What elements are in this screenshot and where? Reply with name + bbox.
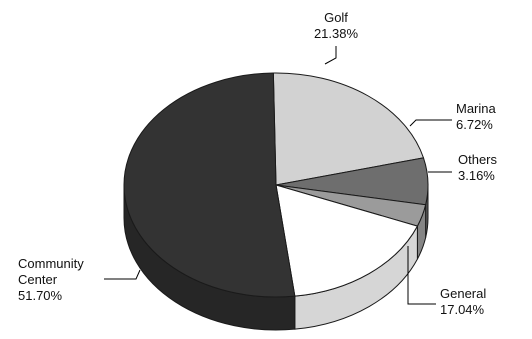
leader-line-marina — [409, 119, 452, 127]
leader-line-golf — [324, 46, 337, 65]
pie-slice-community-center — [123, 72, 296, 298]
pie-slice-general — [275, 184, 419, 297]
leader-line-general — [407, 246, 436, 305]
slice-label-marina: Marina 6.72% — [456, 101, 497, 132]
slice-label-others: Others 3.16% — [458, 152, 498, 183]
slice-name-marina: Marina — [456, 101, 497, 116]
slice-name-community-center: Community — [18, 256, 84, 271]
pie-leader-lines — [104, 46, 452, 305]
slice-percent-general: 17.04% — [440, 302, 485, 317]
pie-labels: Golf 21.38% Marina 6.72% Others 3.16% General 1… — [18, 10, 498, 317]
slice-name-community-center: Center — [18, 272, 58, 287]
slice-label-golf: Golf 21.38% — [314, 10, 359, 41]
slice-name-golf: Golf — [324, 10, 348, 25]
leader-line-community-center — [104, 269, 141, 280]
slice-percent-others: 3.16% — [458, 168, 495, 183]
pie-slice-golf — [272, 72, 425, 186]
slice-label-general: General 17.04% — [440, 286, 486, 317]
slice-percent-community-center: 51.70% — [18, 288, 63, 303]
pie-top-faces — [123, 72, 429, 298]
slice-name-general: General — [440, 286, 486, 301]
slice-percent-marina: 6.72% — [456, 117, 493, 132]
slice-label-community-center: Community Center 51.70% — [18, 256, 84, 303]
slice-name-others: Others — [458, 152, 498, 167]
slice-percent-golf: 21.38% — [314, 26, 359, 41]
